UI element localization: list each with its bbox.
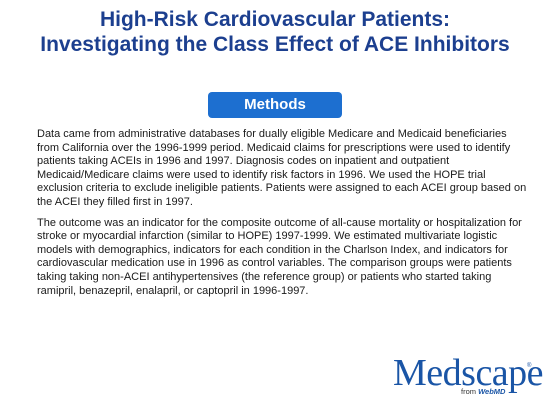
title-line-1: High-Risk Cardiovascular Patients: xyxy=(99,8,451,31)
title-line-2: Investigating the Class Effect of ACE In… xyxy=(40,33,510,56)
paragraph-data-sources: Data came from administrative databases … xyxy=(37,128,527,208)
paragraph-outcome-methods: The outcome was an indicator for the com… xyxy=(37,216,522,297)
logo-subtitle: from WebMD xyxy=(461,387,505,396)
logo-sub-brand: WebMD xyxy=(478,387,506,396)
logo-wordmark: Medscape xyxy=(393,352,544,394)
logo-word-scape: scape xyxy=(461,352,544,394)
logo-word-med: Med xyxy=(393,352,462,394)
medscape-logo: Medscape ® from WebMD xyxy=(393,353,544,403)
slide-title: High-Risk Cardiovascular Patients: Inves… xyxy=(0,7,550,57)
logo-sub-prefix: from xyxy=(461,387,479,396)
logo-trademark: ® xyxy=(527,363,532,369)
slide-body: Data came from administrative databases … xyxy=(37,128,527,305)
methods-section-label: Methods xyxy=(208,92,342,118)
